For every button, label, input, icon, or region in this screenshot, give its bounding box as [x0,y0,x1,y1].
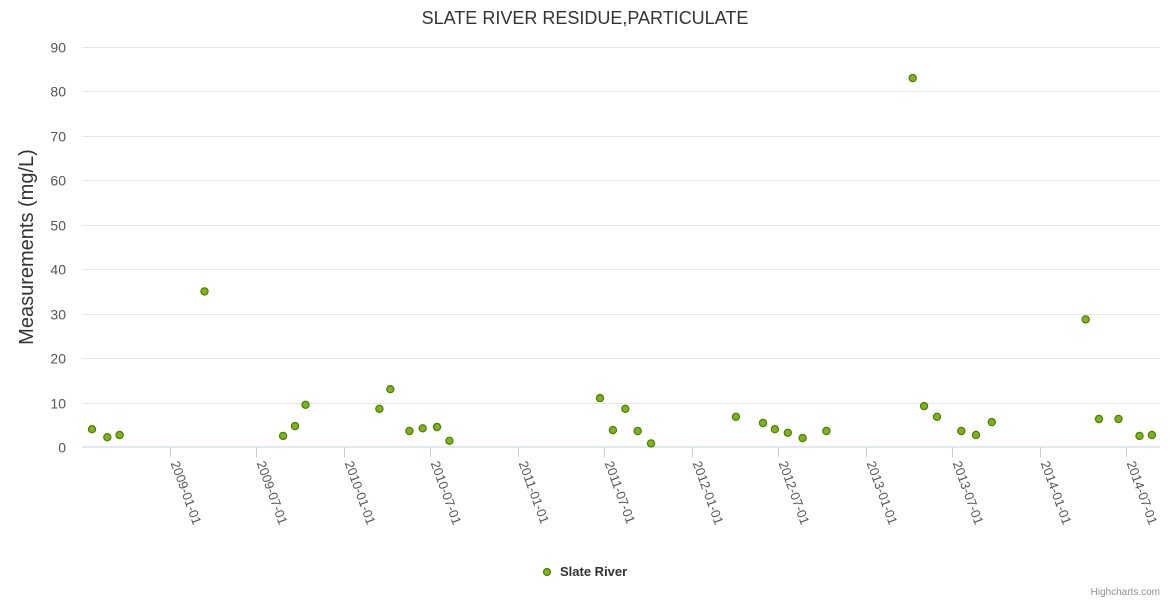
gridlines [82,47,1160,404]
y-axis-ticks: 0 10 20 30 40 50 60 70 80 90 [50,40,66,456]
data-point[interactable] [758,418,768,428]
data-point[interactable] [798,433,807,443]
series-slate-river[interactable] [87,73,1157,448]
data-point[interactable] [770,425,780,434]
data-point[interactable] [633,426,642,436]
legend[interactable]: Slate River [542,564,628,579]
data-point[interactable] [971,430,981,440]
legend-item-slate-river[interactable]: Slate River [560,564,627,579]
data-point[interactable] [908,73,917,83]
x-axis-ticks: 2009-01-01 2009-07-01 2010-01-01 2010-07-01… [168,447,1161,527]
x-tick-label: 2012-01-01 [690,459,727,527]
data-point[interactable] [957,426,966,436]
data-point[interactable] [375,404,384,413]
data-point[interactable] [621,404,630,413]
x-tick-label: 2011-07-01 [602,459,639,526]
x-tick-label: 2011-01-01 [516,459,553,526]
data-point[interactable] [418,424,427,433]
data-point[interactable] [1114,414,1123,424]
y-tick-label: 0 [58,440,66,456]
data-point[interactable] [278,431,288,441]
x-tick-label: 2009-01-01 [168,459,205,527]
data-point[interactable] [1081,315,1090,324]
credits-link[interactable]: Highcharts.com [1091,587,1160,598]
data-point[interactable] [987,417,997,427]
data-point[interactable] [1147,430,1157,440]
x-tick-label: 2012-07-01 [776,459,813,527]
x-tick-label: 2014-01-01 [1038,459,1075,527]
y-tick-label: 70 [50,129,66,145]
data-point[interactable] [386,385,395,394]
data-point[interactable] [932,412,942,421]
data-point[interactable] [608,425,618,435]
data-point[interactable] [646,439,656,448]
data-point[interactable] [919,401,929,411]
data-point[interactable] [115,430,124,440]
chart-title: SLATE RIVER RESIDUE,PARTICULATE [422,8,749,28]
data-point[interactable] [432,422,442,432]
data-point[interactable] [1094,414,1104,424]
data-point[interactable] [822,426,831,436]
data-point[interactable] [405,426,414,436]
x-tick-label: 2009-07-01 [254,459,291,527]
y-tick-label: 30 [50,307,66,323]
x-tick-label: 2010-07-01 [428,459,465,527]
data-point[interactable] [103,433,112,442]
y-tick-label: 60 [50,173,66,189]
data-point[interactable] [731,412,741,421]
y-tick-label: 90 [50,40,66,56]
x-tick-label: 2010-01-01 [342,459,379,527]
data-point[interactable] [290,421,300,431]
y-tick-label: 10 [50,396,66,412]
data-point[interactable] [200,287,209,296]
x-tick-label: 2013-07-01 [950,459,987,527]
y-tick-label: 40 [50,262,66,278]
legend-marker-slate-river[interactable] [542,567,552,577]
data-point[interactable] [87,425,97,434]
data-point[interactable] [445,436,454,445]
data-point[interactable] [595,393,605,403]
data-point[interactable] [301,400,310,409]
y-axis-label: Measurements (mg/L) [16,149,38,345]
y-tick-label: 20 [50,351,66,367]
x-tick-label: 2013-01-01 [864,459,901,527]
data-point[interactable] [783,428,793,437]
data-point[interactable] [1135,431,1144,441]
y-tick-label: 50 [50,218,66,234]
y-tick-label: 80 [50,84,66,100]
x-tick-label: 2014-07-01 [1124,459,1161,527]
